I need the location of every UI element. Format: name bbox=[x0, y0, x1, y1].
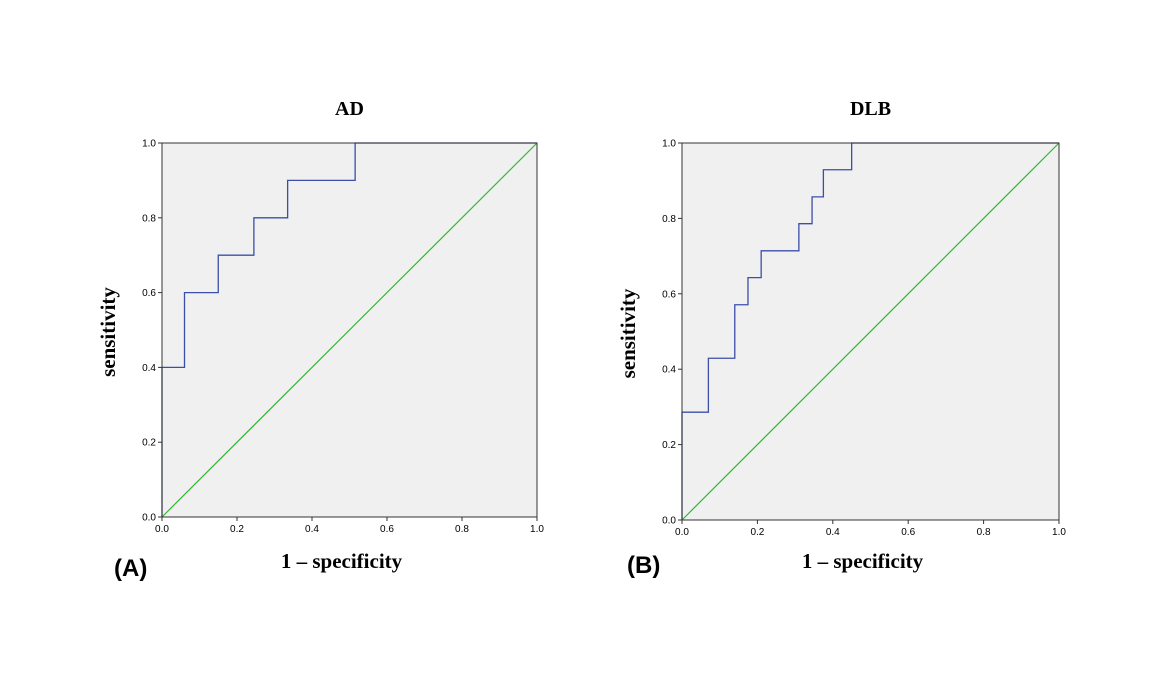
x-tick-label: 0.4 bbox=[305, 524, 319, 535]
y-tick-label: 0.4 bbox=[142, 363, 156, 374]
roc-curve bbox=[681, 142, 1059, 520]
y-tick-label: 0.6 bbox=[142, 288, 156, 299]
y-tick-label: 0.0 bbox=[662, 516, 676, 527]
y-tick-label: 0.6 bbox=[662, 289, 676, 300]
y-tick-label: 1.0 bbox=[662, 139, 676, 150]
roc-curve bbox=[161, 142, 537, 517]
x-tick-label: 0.8 bbox=[455, 524, 469, 535]
plot-frame bbox=[161, 142, 538, 518]
reference-line bbox=[161, 142, 538, 518]
y-tick-label: 1.0 bbox=[142, 139, 156, 150]
chart-panel-b: DLB 0.0 0.2 0.4 0.6 0.8 1.0 0.0 0.2 0.4 0.6 0.8 1.0 1… bbox=[616, 98, 1066, 579]
y-axis-label: sensitivity bbox=[96, 287, 120, 377]
plot-frame bbox=[681, 142, 1060, 521]
reference-line bbox=[681, 142, 1060, 521]
chart-panel-a: AD 0.0 0.2 0.4 0.6 0.8 1.0 0.0 0.2 0.4 0.6 0.8 1.0 1 … bbox=[96, 98, 544, 582]
x-tick-label: 0.8 bbox=[977, 527, 991, 538]
y-tick-label: 0.2 bbox=[142, 438, 156, 449]
panel-label: (A) bbox=[114, 555, 147, 582]
x-tick-label: 0.2 bbox=[230, 524, 244, 535]
x-tick-label: 1.0 bbox=[530, 524, 544, 535]
panel-label: (B) bbox=[627, 552, 660, 579]
y-tick-label: 0.4 bbox=[662, 365, 676, 376]
x-tick-label: 0.0 bbox=[155, 524, 169, 535]
x-axis-label: 1 – specificity bbox=[281, 549, 403, 573]
y-tick-label: 0.8 bbox=[662, 214, 676, 225]
x-tick-label: 0.6 bbox=[380, 524, 394, 535]
chart-title: AD bbox=[335, 98, 364, 120]
y-axis-label: sensitivity bbox=[616, 288, 640, 378]
x-tick-label: 0.2 bbox=[750, 527, 764, 538]
x-tick-label: 1.0 bbox=[1052, 527, 1066, 538]
x-tick-label: 0.6 bbox=[901, 527, 915, 538]
y-tick-label: 0.0 bbox=[142, 513, 156, 524]
x-tick-label: 0.4 bbox=[826, 527, 840, 538]
x-tick-label: 0.0 bbox=[675, 527, 689, 538]
chart-title: DLB bbox=[850, 98, 891, 120]
y-tick-label: 0.2 bbox=[662, 440, 676, 451]
x-axis-label: 1 – specificity bbox=[802, 549, 924, 573]
y-tick-label: 0.8 bbox=[142, 213, 156, 224]
